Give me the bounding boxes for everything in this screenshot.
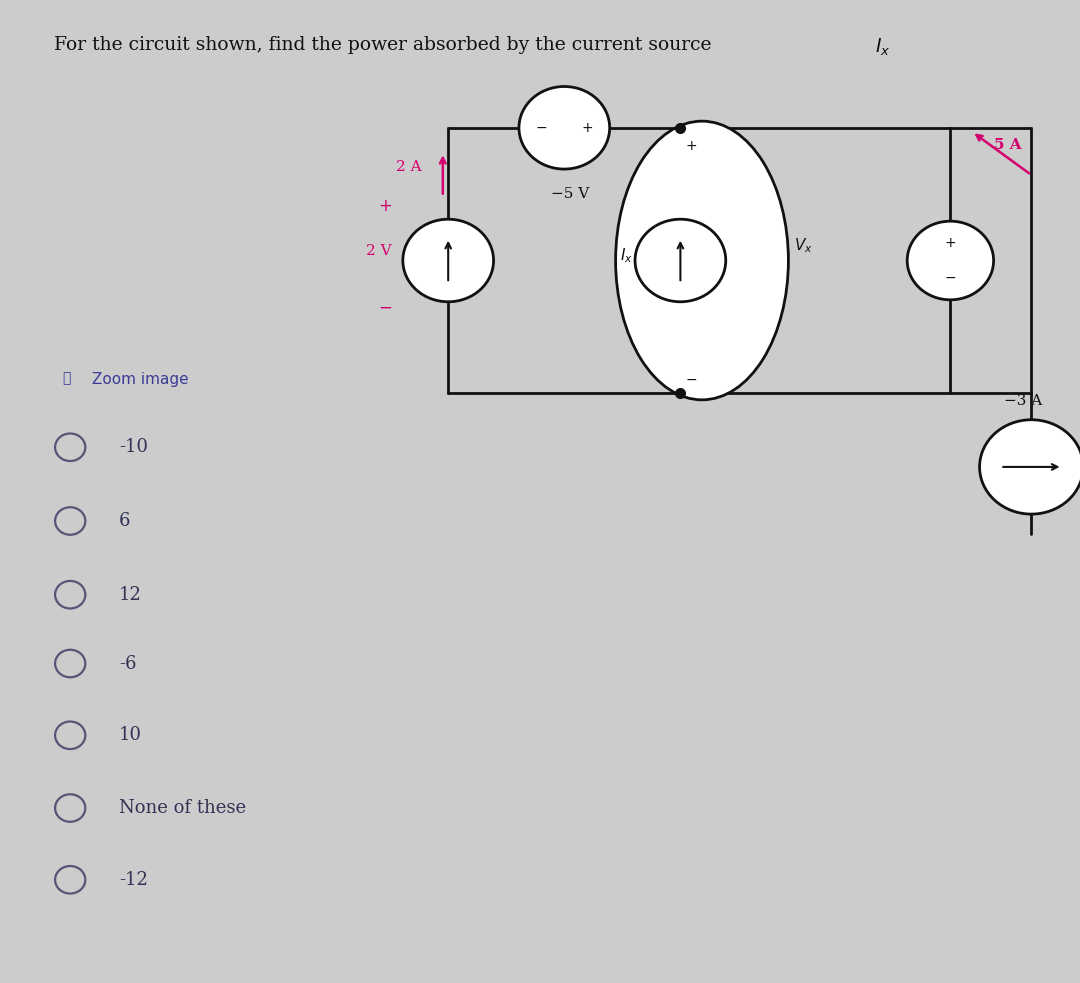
Text: $V_x$: $V_x$	[794, 236, 812, 256]
Text: $\mathit{I}_x$: $\mathit{I}_x$	[875, 36, 890, 58]
Text: +: +	[378, 198, 392, 215]
Text: -6: -6	[119, 655, 136, 672]
Text: −: −	[536, 121, 548, 135]
Text: 10: 10	[119, 726, 141, 744]
Text: None of these: None of these	[119, 799, 246, 817]
Circle shape	[403, 219, 494, 302]
Circle shape	[980, 420, 1080, 514]
Text: +: +	[686, 139, 697, 152]
Text: 🔍: 🔍	[63, 372, 71, 385]
Text: −: −	[945, 271, 956, 285]
Text: -12: -12	[119, 871, 148, 889]
Text: 6: 6	[119, 512, 131, 530]
Text: 2 A: 2 A	[395, 160, 421, 174]
Ellipse shape	[616, 121, 788, 400]
Text: +: +	[945, 236, 956, 250]
Text: For the circuit shown, find the power absorbed by the current source: For the circuit shown, find the power ab…	[54, 36, 717, 54]
Text: -10: -10	[119, 438, 148, 456]
Text: 12: 12	[119, 586, 141, 604]
Text: −5 V: −5 V	[551, 187, 589, 201]
Text: Zoom image: Zoom image	[92, 372, 188, 386]
Text: −3 A: −3 A	[1003, 394, 1042, 408]
Text: −: −	[686, 374, 697, 387]
Text: −: −	[378, 299, 392, 317]
Text: $I_x$: $I_x$	[620, 246, 633, 265]
Text: +: +	[581, 121, 593, 135]
Circle shape	[518, 87, 609, 169]
Text: 2 V: 2 V	[366, 244, 392, 258]
Circle shape	[635, 219, 726, 302]
Circle shape	[907, 221, 994, 300]
Text: 5 A: 5 A	[994, 138, 1022, 151]
